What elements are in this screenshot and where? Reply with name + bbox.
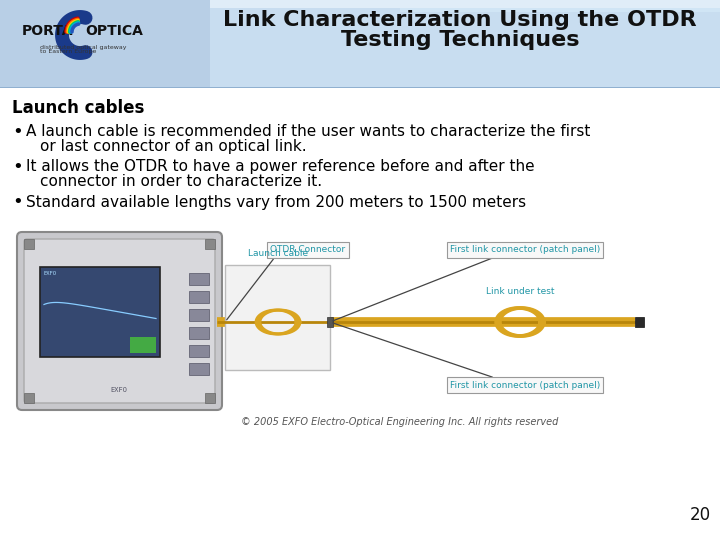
Text: or last connector of an optical link.: or last connector of an optical link. bbox=[40, 139, 307, 154]
Bar bbox=[0, 86, 720, 88]
Bar bbox=[24, 239, 34, 249]
Text: Launch cable: Launch cable bbox=[248, 248, 308, 258]
Bar bbox=[205, 239, 215, 249]
Bar bbox=[225, 265, 330, 370]
Text: distributed optical gateway: distributed optical gateway bbox=[40, 44, 127, 50]
Bar bbox=[24, 393, 34, 403]
Text: •: • bbox=[12, 123, 23, 141]
Text: First link connector (patch panel): First link connector (patch panel) bbox=[450, 246, 600, 254]
Bar bbox=[327, 317, 333, 327]
Bar bbox=[189, 309, 209, 321]
Text: Launch cables: Launch cables bbox=[12, 99, 145, 117]
Text: Link Characterization Using the OTDR: Link Characterization Using the OTDR bbox=[223, 10, 697, 30]
Text: It allows the OTDR to have a power reference before and after the: It allows the OTDR to have a power refer… bbox=[26, 159, 535, 174]
Bar bbox=[400, 8, 720, 12]
Text: © 2005 EXFO Electro-Optical Engineering Inc. All rights reserved: © 2005 EXFO Electro-Optical Engineering … bbox=[241, 417, 559, 427]
Bar bbox=[130, 337, 156, 353]
Text: EXFO: EXFO bbox=[110, 387, 127, 393]
Text: OPTICA: OPTICA bbox=[85, 24, 143, 38]
Text: •: • bbox=[12, 193, 23, 211]
Bar bbox=[0, 0, 720, 88]
Text: PORTA: PORTA bbox=[22, 24, 73, 38]
Text: Testing Techniques: Testing Techniques bbox=[341, 30, 580, 50]
Text: to Eastern Europe: to Eastern Europe bbox=[40, 50, 96, 55]
Bar bbox=[189, 363, 209, 375]
Bar bbox=[189, 345, 209, 357]
Text: Link under test: Link under test bbox=[486, 287, 554, 296]
Bar bbox=[189, 273, 209, 285]
Bar bbox=[635, 317, 644, 327]
FancyBboxPatch shape bbox=[24, 239, 215, 403]
Text: connector in order to characterize it.: connector in order to characterize it. bbox=[40, 174, 322, 190]
Text: Standard available lengths vary from 200 meters to 1500 meters: Standard available lengths vary from 200… bbox=[26, 194, 526, 210]
Bar bbox=[0, 0, 720, 8]
Text: EXFO: EXFO bbox=[43, 271, 56, 276]
Bar bbox=[0, 88, 720, 540]
Bar bbox=[40, 267, 160, 357]
Bar bbox=[0, 0, 210, 88]
Text: •: • bbox=[12, 158, 23, 176]
Bar bbox=[189, 327, 209, 339]
FancyBboxPatch shape bbox=[17, 232, 222, 410]
Bar bbox=[205, 393, 215, 403]
Text: A launch cable is recommended if the user wants to characterize the first: A launch cable is recommended if the use… bbox=[26, 125, 590, 139]
Text: 20: 20 bbox=[690, 506, 711, 524]
Text: First link connector (patch panel): First link connector (patch panel) bbox=[450, 381, 600, 389]
Bar bbox=[189, 291, 209, 303]
Text: OTDR Connector: OTDR Connector bbox=[271, 246, 346, 254]
